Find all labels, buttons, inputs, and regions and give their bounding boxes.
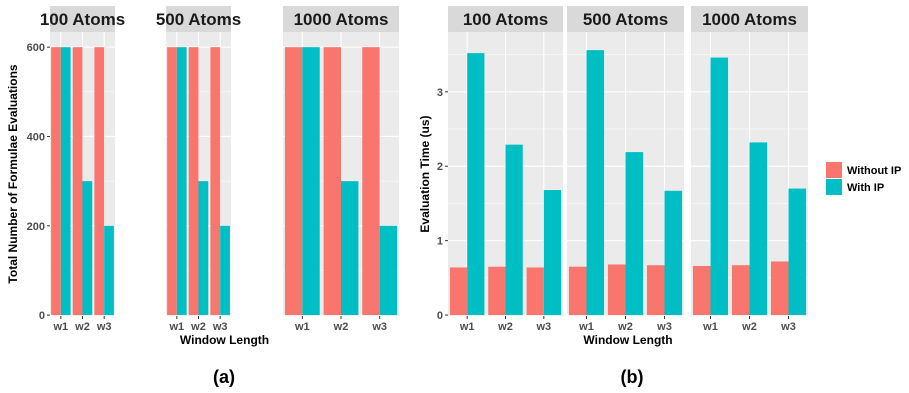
y-tick-label: 200 (27, 221, 45, 233)
x-tick-label: w2 (190, 321, 206, 333)
facet-title: 500 Atoms (156, 10, 241, 29)
bar-without-ip (323, 47, 341, 316)
facet-strip (166, 6, 231, 32)
facet-title: 1000 Atoms (294, 10, 389, 29)
y-tick-label: 1 (437, 236, 443, 248)
y-tick-label: 3 (437, 87, 443, 99)
facet-title: 1000 Atoms (702, 10, 797, 29)
bar-with-ip (664, 190, 683, 316)
bar-without-ip (568, 266, 587, 316)
figure-caption: (a) (213, 367, 235, 387)
bar-without-ip (284, 47, 303, 316)
legend-swatch (826, 162, 842, 178)
bar-without-ip (362, 47, 380, 316)
x-tick-label: w2 (333, 321, 349, 333)
bar-with-ip (104, 225, 114, 316)
facet-title: 100 Atoms (463, 10, 548, 29)
x-tick-label: w3 (535, 321, 551, 333)
bar-without-ip (770, 261, 789, 316)
x-tick-label: w3 (96, 321, 112, 333)
x-tick-label: w1 (702, 321, 718, 333)
bar-without-ip (607, 264, 626, 316)
bar-without-ip (526, 267, 544, 316)
x-tick-label: w3 (656, 321, 672, 333)
bar-with-ip (302, 47, 320, 316)
bar-without-ip (692, 265, 711, 316)
x-axis-title: Window Length (180, 333, 269, 347)
x-tick-label: w2 (497, 321, 513, 333)
bar-with-ip (467, 53, 485, 316)
x-tick-label: w2 (741, 321, 757, 333)
bar-with-ip (710, 57, 729, 316)
facet-title: 500 Atoms (583, 10, 668, 29)
figure-caption: (b) (621, 367, 644, 387)
bar-with-ip (586, 50, 605, 316)
x-tick-label: w1 (52, 321, 68, 333)
y-tick-label: 400 (27, 131, 45, 143)
y-tick-label: 600 (27, 42, 45, 54)
facet-strip (283, 6, 399, 32)
y-tick-label: 0 (39, 310, 45, 322)
bar-without-ip (210, 47, 221, 316)
facet-strip (50, 6, 115, 32)
y-tick-label: 0 (437, 310, 443, 322)
bar-with-ip (749, 142, 768, 316)
bar-without-ip (188, 47, 199, 316)
y-tick-label: 2 (437, 161, 443, 173)
bar-without-ip (51, 47, 61, 316)
bar-without-ip (646, 265, 665, 316)
bar-with-ip (379, 225, 398, 316)
facet-title: 100 Atoms (40, 10, 125, 29)
x-tick-label: w2 (74, 321, 90, 333)
x-tick-label: w3 (780, 321, 796, 333)
x-tick-label: w1 (168, 321, 184, 333)
x-tick-label: w1 (578, 321, 594, 333)
x-tick-label: w1 (459, 321, 475, 333)
bar-with-ip (82, 181, 93, 316)
y-axis-title: Total Number of Formulae Evaluations (6, 64, 20, 283)
legend-swatch (826, 179, 842, 195)
bar-without-ip (72, 47, 83, 316)
bar-with-ip (60, 47, 71, 316)
bar-without-ip (449, 267, 468, 316)
x-tick-label: w1 (294, 321, 310, 333)
bar-with-ip (220, 225, 230, 316)
legend-label: With IP (847, 182, 884, 194)
facet-strip (448, 6, 563, 32)
y-axis-title: Evaluation Time (us) (418, 115, 432, 232)
facet-strip (691, 6, 808, 32)
bar-without-ip (731, 265, 750, 316)
legend-label: Without IP (847, 165, 901, 177)
bar-with-ip (543, 190, 562, 316)
bar-with-ip (505, 144, 523, 316)
bar-with-ip (341, 181, 359, 316)
x-tick-label: w3 (371, 321, 387, 333)
x-tick-label: w2 (617, 321, 633, 333)
facet-strip (567, 6, 684, 32)
x-tick-label: w3 (212, 321, 228, 333)
bar-with-ip (788, 188, 807, 316)
x-axis-title: Window Length (583, 333, 672, 347)
bar-without-ip (488, 266, 506, 316)
bar-with-ip (625, 152, 644, 316)
bar-without-ip (167, 47, 177, 316)
bar-without-ip (94, 47, 105, 316)
bar-with-ip (176, 47, 187, 316)
bar-with-ip (198, 181, 209, 316)
